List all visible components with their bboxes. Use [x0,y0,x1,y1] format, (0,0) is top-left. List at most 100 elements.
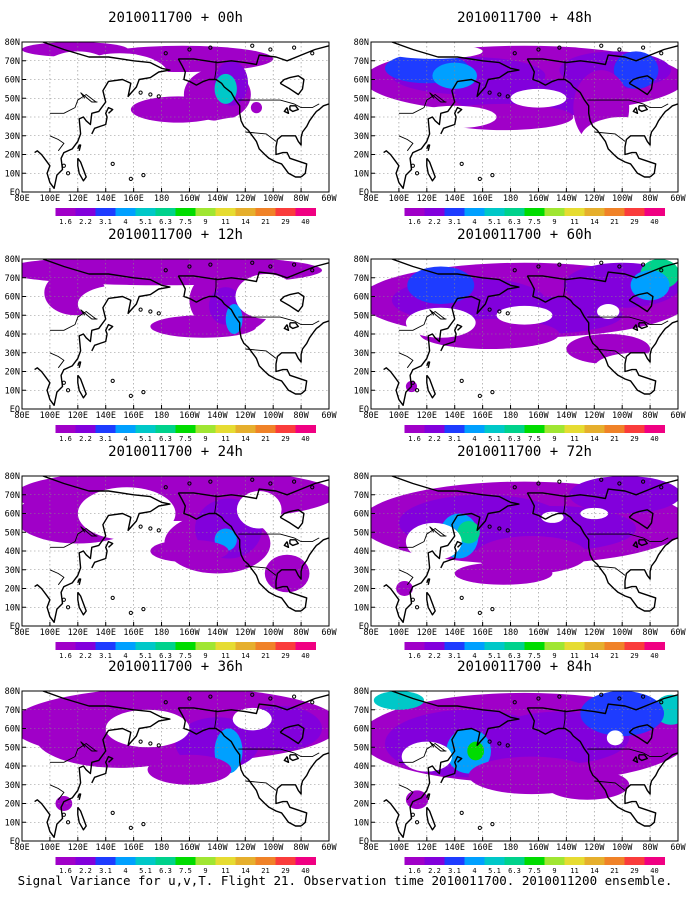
island-outline [156,311,161,316]
colorbar-label: 9 [552,218,556,226]
colorbar-swatch [644,208,665,216]
island-outline [138,90,143,95]
map-area [371,259,678,409]
y-tick-label: 50N [5,743,20,753]
x-tick-label: 160E [472,194,492,204]
x-tick-label: 100W [612,194,633,204]
x-tick-label: 120W [584,194,605,204]
colorbar-swatch [235,642,256,650]
coastline [426,591,436,616]
y-tick-label: 20N [5,585,20,595]
x-tick-label: 140E [444,194,464,204]
colorbar-swatch [524,857,545,865]
boundary-line [80,741,98,752]
coastline [178,694,329,715]
boundary-line [429,741,447,752]
colorbar-label: 21 [261,218,269,226]
island-outline [477,825,482,830]
island-outline [250,692,255,697]
coastline [91,106,114,135]
colorbar-label: 4 [123,218,127,226]
colorbar-label: 29 [281,867,289,875]
x-tick-label: 60W [670,843,686,853]
colorbar-label: 21 [610,652,618,660]
colorbar: 1.6 2.2 3.1 4 5.1 6.3 7.5 9 11 14 21 29 40 [55,208,316,226]
colorbar-swatch [275,642,296,650]
boundary-line [245,348,277,359]
island-outline [138,307,143,312]
y-tick-label: EQ [10,837,20,847]
island-outline [292,262,297,267]
coastline [527,479,678,500]
x-tick-label: 80E [14,411,29,421]
boundary-line [563,709,566,729]
x-tick-label: 140E [95,411,115,421]
colorbar-label: 11 [570,867,578,875]
island-outline [512,268,517,273]
coastline [383,259,520,407]
colorbar-swatch [115,425,136,433]
x-tick-label: 80E [14,843,29,853]
colorbar-swatch [464,425,485,433]
x-tick-label: 160W [528,194,549,204]
x-tick-label: 180 [154,628,169,638]
y-tick-label: 40N [354,113,369,123]
x-tick-label: 80W [642,194,658,204]
island-outline [490,607,495,612]
colorbar-swatch [255,208,276,216]
colorbar-label: 9 [203,218,207,226]
boundary-line [563,60,566,80]
island-outline [128,393,133,398]
colorbar-swatch [55,642,76,650]
variance-shading [454,562,553,585]
colorbar-swatch [235,857,256,865]
island-outline [557,262,562,267]
colorbar-label: 7.5 [528,652,541,660]
y-tick-label: 30N [5,349,20,359]
island-outline [292,479,297,484]
island-outline [187,696,192,701]
colorbar-label: 3.1 [99,652,112,660]
boundary-line [238,748,320,758]
island-outline [487,90,492,95]
colorbar: 1.6 2.2 3.1 4 5.1 6.3 7.5 9 11 14 21 29 40 [404,208,665,226]
colorbar-label: 3.1 [99,435,112,443]
y-tick-label: 40N [5,330,20,340]
y-tick-label: 70N [354,491,369,501]
y-tick-label: 60N [5,293,20,303]
colorbar-swatch [544,642,565,650]
coastline [632,541,639,549]
x-tick-label: 140E [444,843,464,853]
island-outline [410,812,415,817]
island-outline [141,607,146,612]
colorbar-label: 11 [221,652,229,660]
colorbar-swatch [484,208,505,216]
colorbar-label: 2.2 [79,867,92,875]
colorbar-swatch [624,425,645,433]
coastline [91,755,114,784]
panel-title: 2010011700 + 84h [457,659,592,675]
colorbar-label: 2.2 [428,218,441,226]
island-outline [512,51,517,56]
island-outline [557,45,562,50]
colorbar-label: 29 [630,867,638,875]
island-outline [208,45,213,50]
island-outline [141,173,146,178]
coastline [628,509,654,530]
colorbar-swatch [604,642,625,650]
y-tick-label: 20N [354,151,369,161]
island-outline [310,485,315,490]
x-tick-label: 160W [179,628,200,638]
coastline [624,537,678,612]
boundary-line [587,748,669,758]
y-tick-label: 80N [354,687,369,697]
x-tick-label: 100E [389,411,409,421]
colorbar-label: 3.1 [448,867,461,875]
island-outline [148,309,153,314]
island-outline [487,307,492,312]
variance-gap [236,491,282,529]
island-outline [268,264,273,269]
coastline [283,756,290,764]
island-outline [459,810,464,815]
